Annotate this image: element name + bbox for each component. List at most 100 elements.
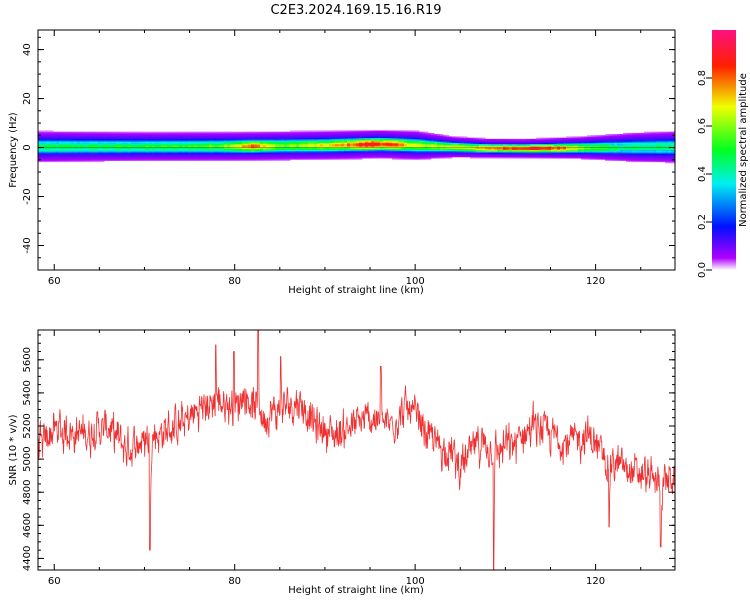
spectrogram-cell — [284, 136, 288, 139]
spectrogram-cell — [305, 155, 309, 158]
spectrogram-cell — [539, 155, 543, 158]
spectrogram-cell — [377, 141, 381, 143]
spectrogram-cell — [233, 146, 237, 148]
spectrogram-cell — [617, 144, 621, 147]
spectrogram-cell — [134, 146, 138, 148]
spectrogram-cell — [230, 136, 234, 139]
spectrogram-cell — [545, 140, 549, 142]
spectrogram-cell — [437, 148, 441, 151]
spectrogram-cell — [626, 149, 630, 152]
spectrogram-cell — [50, 130, 54, 133]
spectrogram-cell — [566, 147, 570, 149]
spectrogram-cell — [566, 150, 570, 153]
spectrogram-cell — [140, 144, 144, 147]
spectrogram-cell — [122, 147, 126, 149]
spectrogram-cell — [260, 153, 264, 155]
spectrogram-cell — [323, 134, 327, 136]
spectrogram-cell — [395, 130, 399, 133]
spectrogram-cell — [407, 136, 411, 139]
spectrogram-cell — [224, 159, 228, 161]
spectrogram-cell — [341, 152, 345, 154]
spectrogram-cell — [275, 158, 279, 160]
spectrogram-cell — [665, 142, 669, 145]
spectrogram-cell — [644, 144, 648, 147]
spectrogram-cell — [665, 132, 669, 135]
spectrogram-cell — [605, 155, 609, 158]
spectrogram-cell — [485, 146, 489, 148]
spectrogram-cell — [527, 143, 531, 146]
spectrogram-cell — [41, 134, 45, 136]
spectrogram-cell — [143, 155, 147, 158]
spectrogram-cell — [374, 155, 378, 158]
spectrogram-cell — [638, 154, 642, 157]
spectrogram-cell — [71, 144, 75, 147]
spectrogram-cell — [635, 147, 639, 149]
spectrogram-cell — [530, 147, 534, 149]
spectrogram-cell — [437, 155, 441, 158]
spectrogram-cell — [278, 155, 282, 158]
spectrogram-cell — [368, 149, 372, 152]
spectrogram-cell — [608, 138, 612, 141]
spectrogram-cell — [473, 148, 477, 151]
spectrogram-cell — [461, 147, 465, 149]
spectrogram-cell — [383, 152, 387, 154]
spectrogram-cell — [623, 154, 627, 157]
spectrogram-cell — [134, 147, 138, 149]
spectrogram-cell — [341, 135, 345, 137]
spectrogram-cell — [437, 135, 441, 137]
spectrogram-cell — [308, 148, 312, 151]
spectrogram-cell — [149, 148, 153, 151]
spectrogram-cell — [575, 152, 579, 154]
spectrogram-cell — [212, 137, 216, 140]
spectrogram-cell — [230, 155, 234, 158]
spectrogram-cell — [653, 146, 657, 148]
spectrogram-cell — [575, 142, 579, 145]
spectrogram-cell — [401, 149, 405, 152]
spectrogram-cell — [140, 158, 144, 160]
spectrogram-cell — [431, 153, 435, 155]
spectrogram-cell — [59, 137, 63, 140]
spectrogram-cell — [593, 146, 597, 148]
spectrogram-cell — [329, 152, 333, 154]
spectrogram-cell — [275, 144, 279, 147]
spectrogram-cell — [647, 137, 651, 140]
spectrogram-cell — [278, 147, 282, 149]
spectrogram-cell — [449, 152, 453, 154]
spectrogram-cell — [167, 132, 171, 135]
spectrogram-cell — [62, 158, 66, 160]
spectrogram-cell — [269, 140, 273, 142]
spectrogram-cell — [167, 153, 171, 155]
spectrogram-cell — [632, 136, 636, 139]
spectrogram-cell — [245, 134, 249, 136]
spectrogram-cell — [212, 140, 216, 142]
spectrogram-cell — [182, 152, 186, 154]
spectrogram-cell — [359, 136, 363, 139]
spectrogram-cell — [200, 134, 204, 136]
spectrogram-cell — [284, 148, 288, 151]
spectrogram-cell — [548, 155, 552, 158]
spectrogram-cell — [80, 150, 84, 153]
spectrogram-cell — [437, 147, 441, 149]
spectrogram-cell — [497, 140, 501, 142]
spectrogram-cell — [515, 141, 519, 143]
spectrogram-cell — [320, 136, 324, 139]
spectrogram-cell — [665, 148, 669, 151]
spectrogram-cell — [536, 154, 540, 157]
spectrogram-cell — [485, 148, 489, 151]
spectrogram-cell — [584, 153, 588, 155]
spectrogram-cell — [617, 146, 621, 148]
spectrogram-cell — [356, 154, 360, 157]
spectrogram-cell — [278, 154, 282, 157]
spectrogram-cell — [314, 152, 318, 154]
spectrogram-cell — [443, 135, 447, 137]
spectrogram-cell — [461, 144, 465, 147]
spectrogram-cell — [581, 146, 585, 148]
spectrogram-cell — [281, 141, 285, 143]
spectrogram-cell — [47, 149, 51, 152]
spectrogram-cell — [395, 134, 399, 136]
spectrogram-cell — [200, 143, 204, 146]
spectrogram-cell — [62, 138, 66, 141]
spectrogram-cell — [623, 159, 627, 161]
spectrogram-cell — [494, 140, 498, 142]
spectrogram-cell — [632, 152, 636, 154]
